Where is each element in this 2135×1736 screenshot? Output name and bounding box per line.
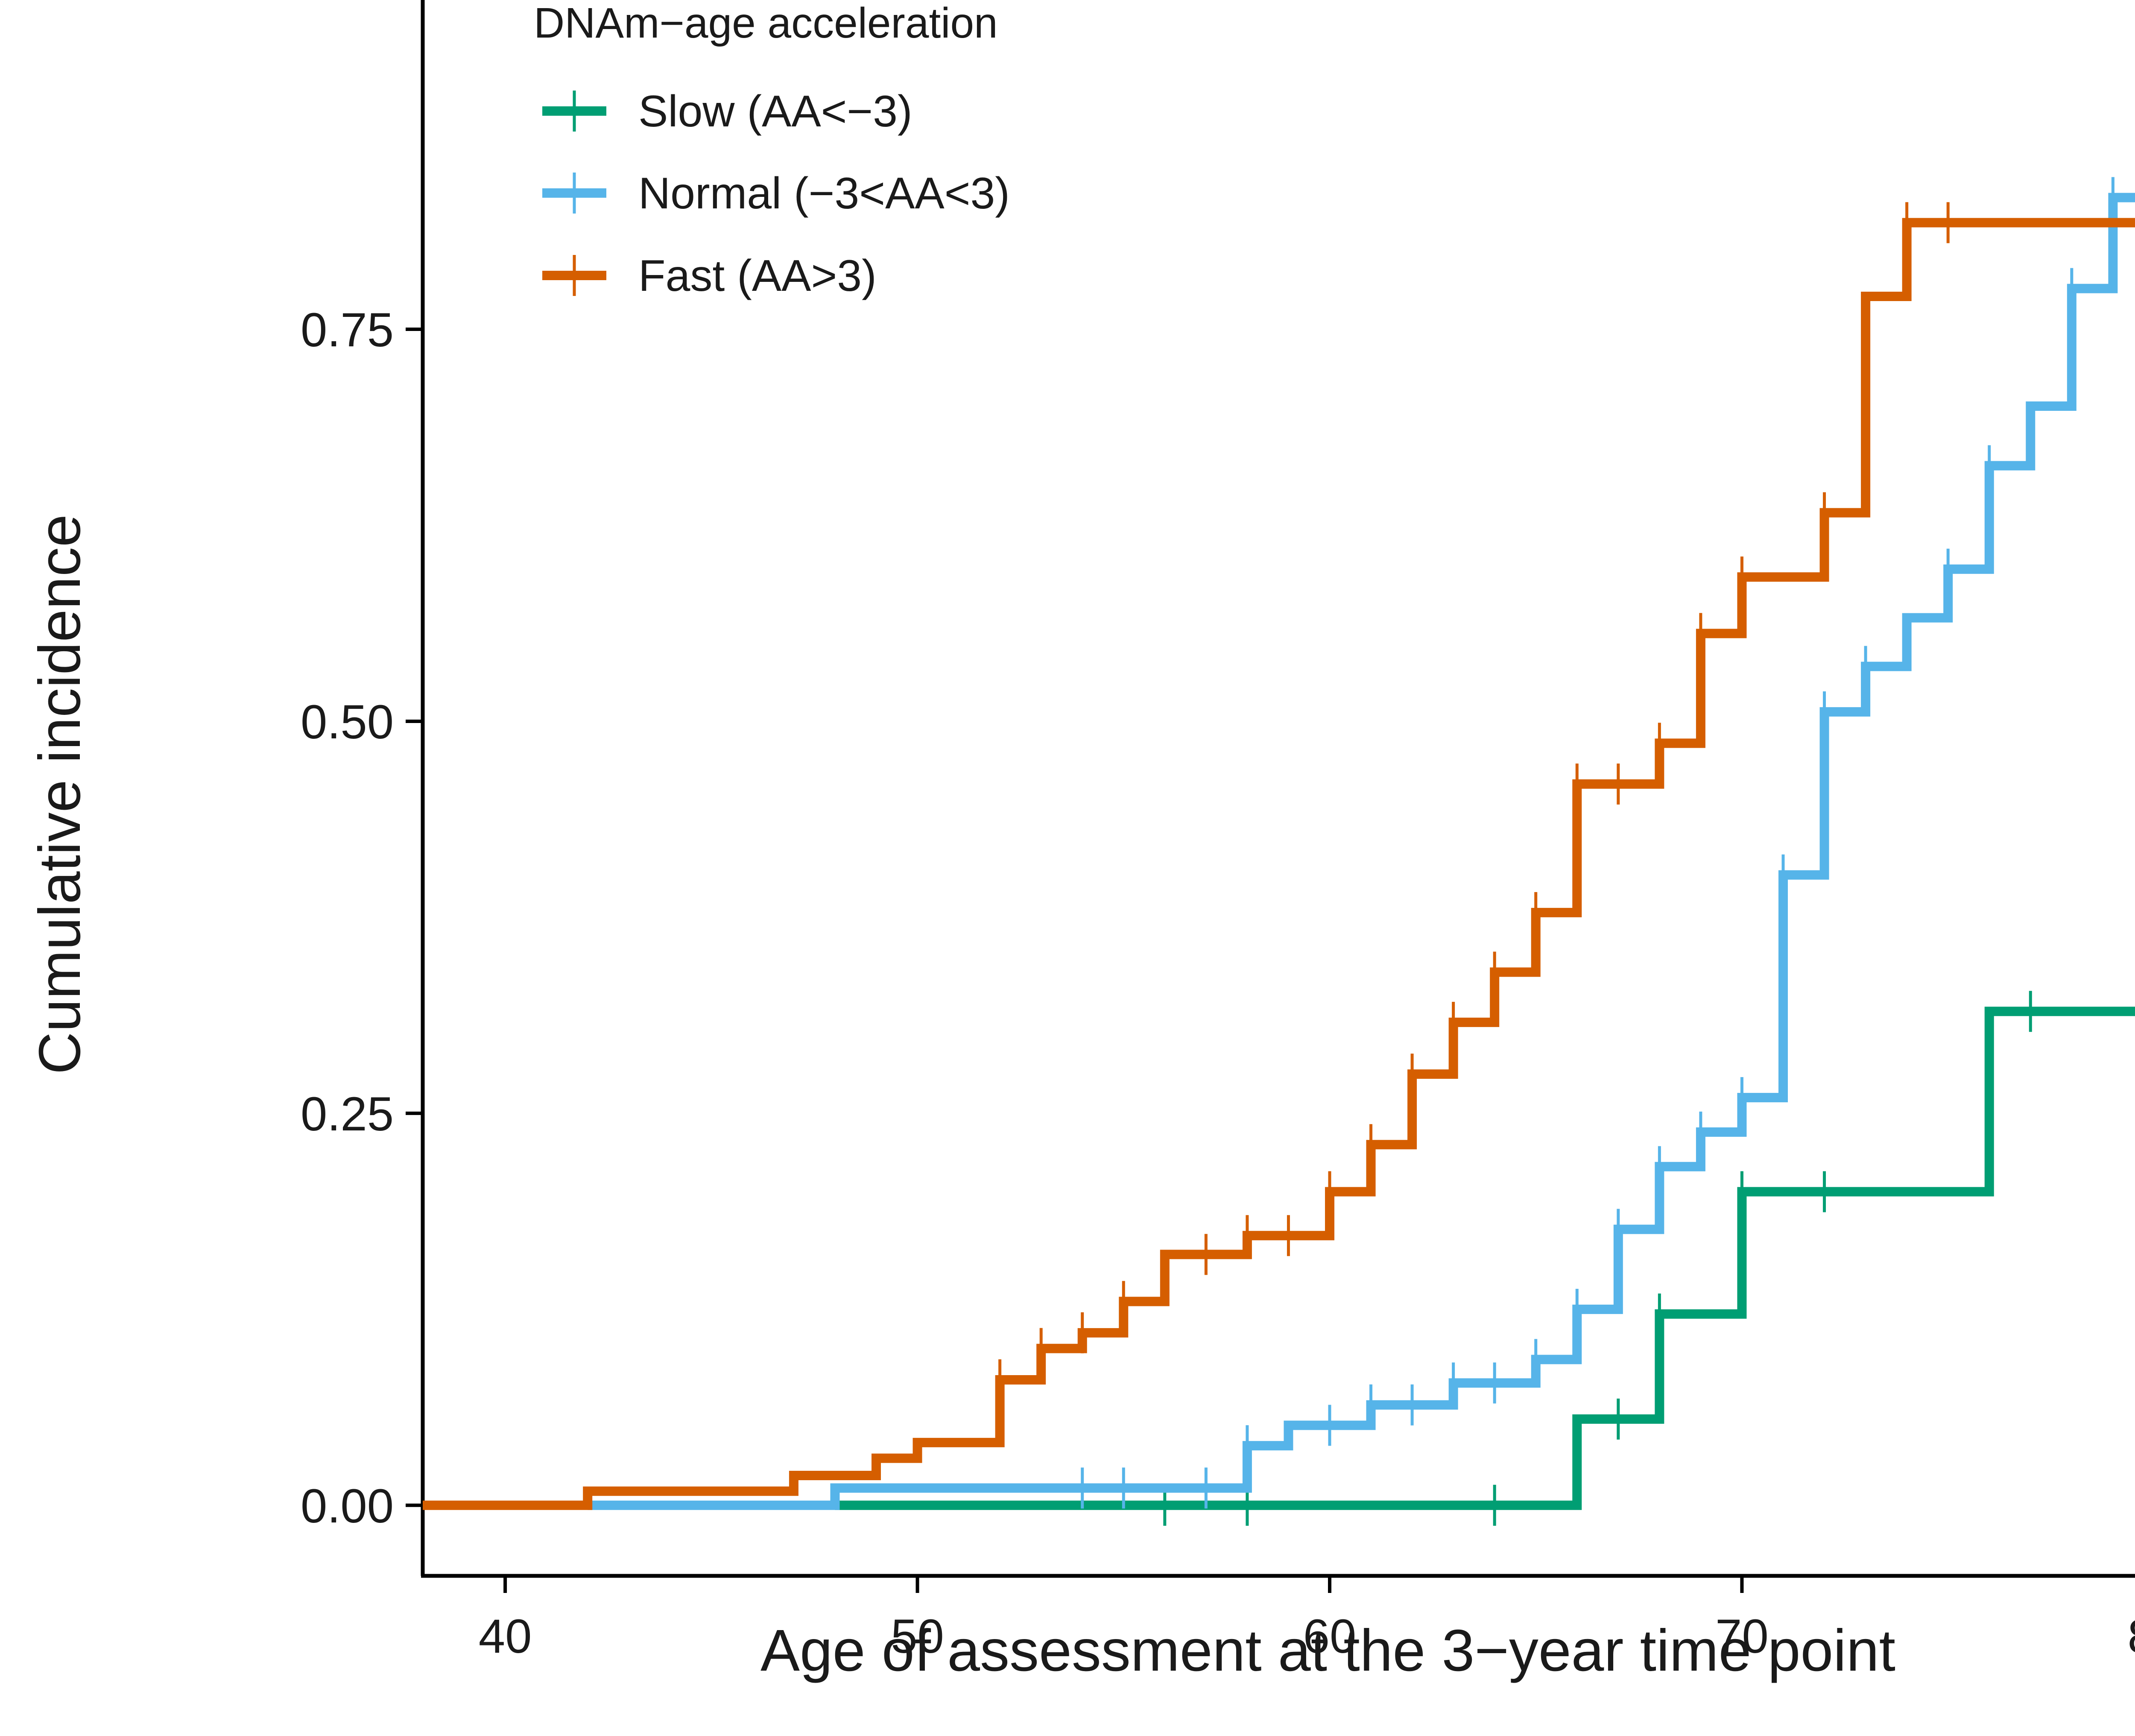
x-tick-label: 60	[1303, 1610, 1357, 1663]
legend-key	[542, 173, 606, 214]
x-axis-title: Age of assessment at the 3−year time poi…	[760, 1618, 1895, 1683]
series-2	[423, 202, 2135, 1510]
x-tick-label: 70	[1715, 1610, 1769, 1663]
y-tick-label: 0.00	[301, 1479, 394, 1533]
series-layer	[423, 177, 2135, 1526]
legend-title: DNAm−age acceleration	[534, 0, 998, 47]
series-line	[588, 193, 2135, 1510]
series-line	[423, 218, 2135, 1510]
series-1	[588, 177, 2135, 1510]
legend-key	[542, 255, 606, 296]
y-tick-label: 0.75	[301, 303, 394, 357]
legend: DNAm−age acceleration Slow (AA<−3) Normal …	[534, 0, 1010, 301]
legend-label: Fast (AA>3)	[638, 251, 877, 301]
y-axis: 0.00 0.25 0.50 0.75	[301, 0, 425, 1576]
x-tick-label: 50	[891, 1610, 944, 1663]
y-tick-label: 0.25	[301, 1087, 394, 1141]
x-tick-label: 80	[2128, 1610, 2135, 1663]
x-tick-label: 40	[479, 1610, 532, 1663]
legend-key	[542, 91, 606, 132]
y-axis-title: Cumulative incidence	[27, 514, 93, 1074]
series-line	[835, 1007, 2135, 1510]
x-axis: 40 50 60 70 80	[421, 1574, 2135, 1663]
legend-label: Slow (AA<−3)	[638, 87, 912, 136]
y-tick-label: 0.50	[301, 695, 394, 749]
legend-label: Normal (−3<AA<3)	[638, 169, 1010, 218]
series-0	[835, 991, 2135, 1526]
